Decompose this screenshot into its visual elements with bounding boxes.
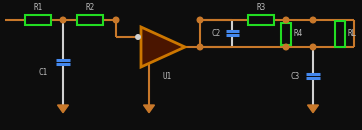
- Bar: [248, 15, 274, 25]
- Circle shape: [135, 34, 141, 40]
- Bar: [77, 15, 103, 25]
- Circle shape: [310, 17, 316, 23]
- Polygon shape: [141, 27, 185, 67]
- Circle shape: [197, 17, 203, 23]
- Text: R1: R1: [33, 3, 43, 12]
- Circle shape: [283, 44, 289, 50]
- Text: R2: R2: [85, 3, 94, 12]
- Circle shape: [310, 44, 316, 50]
- Text: R4: R4: [294, 29, 303, 38]
- Text: C1: C1: [38, 67, 48, 76]
- Text: C2: C2: [211, 29, 220, 38]
- Text: C3: C3: [290, 72, 300, 80]
- Polygon shape: [58, 105, 68, 113]
- Text: R3: R3: [256, 3, 266, 12]
- Bar: [281, 22, 291, 44]
- Circle shape: [197, 44, 203, 50]
- Text: RL: RL: [348, 29, 357, 38]
- Bar: [25, 15, 51, 25]
- Circle shape: [283, 17, 289, 23]
- Polygon shape: [143, 105, 155, 113]
- Text: U1: U1: [163, 72, 172, 81]
- Polygon shape: [307, 105, 319, 113]
- Circle shape: [113, 17, 119, 23]
- Bar: [335, 21, 345, 47]
- Circle shape: [60, 17, 66, 23]
